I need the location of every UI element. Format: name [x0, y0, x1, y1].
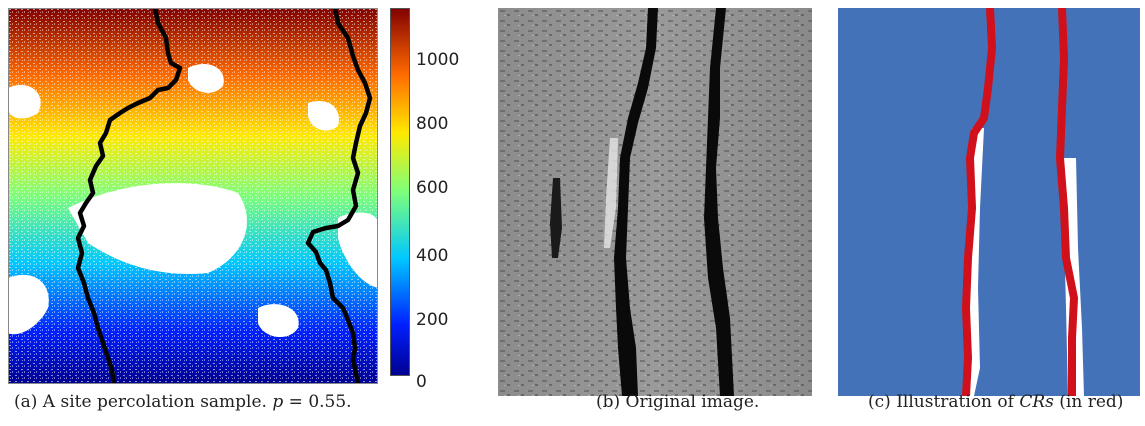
- caption-a: (a) A site percolation sample. p = 0.55.: [14, 392, 352, 412]
- hole-large: [68, 183, 247, 274]
- hole-top-right: [308, 100, 339, 131]
- plot-frame: [8, 8, 378, 384]
- percolation-panel: [8, 8, 378, 384]
- caption-a-p: p: [272, 392, 284, 412]
- crack-small: [550, 178, 562, 258]
- colorbar-tick: 400: [416, 246, 449, 266]
- crs-panel: [838, 8, 1140, 396]
- cr-path-left: [962, 8, 996, 396]
- colorbar: [390, 8, 410, 376]
- colorbar-tick: 0: [416, 372, 427, 392]
- caption-b: (b) Original image.: [596, 392, 760, 412]
- caption-c-suffix: (in red): [1059, 392, 1124, 412]
- hole-top: [188, 64, 224, 93]
- crossing-path-left: [75, 8, 183, 384]
- colorbar-tick: 200: [416, 310, 449, 330]
- bright-edge: [604, 138, 618, 248]
- colorbar-gradient: [390, 8, 410, 376]
- hole-upper-left: [8, 84, 41, 119]
- percolation-plot: [8, 8, 378, 384]
- crs-image: [838, 8, 1140, 396]
- caption-c-text: (c) Illustration of: [868, 392, 1014, 412]
- caption-c-symbol: CRs: [1019, 392, 1054, 412]
- hole-right: [338, 212, 378, 288]
- crack-left: [614, 8, 658, 396]
- cr-path-right: [1056, 8, 1078, 396]
- caption-a-value: = 0.55.: [288, 392, 352, 412]
- caption-c: (c) Illustration of CRs (in red): [868, 392, 1123, 412]
- crossing-path-right: [305, 8, 373, 384]
- caption-a-text: (a) A site percolation sample.: [14, 392, 267, 412]
- hole-left: [8, 274, 49, 335]
- hole-lower: [258, 304, 299, 338]
- original-image: [498, 8, 812, 396]
- crack-right: [704, 8, 734, 396]
- colorbar-tick: 600: [416, 178, 449, 198]
- colorbar-tick: 800: [416, 114, 449, 134]
- colorbar-tick: 1000: [416, 50, 460, 70]
- original-image-panel: [498, 8, 812, 396]
